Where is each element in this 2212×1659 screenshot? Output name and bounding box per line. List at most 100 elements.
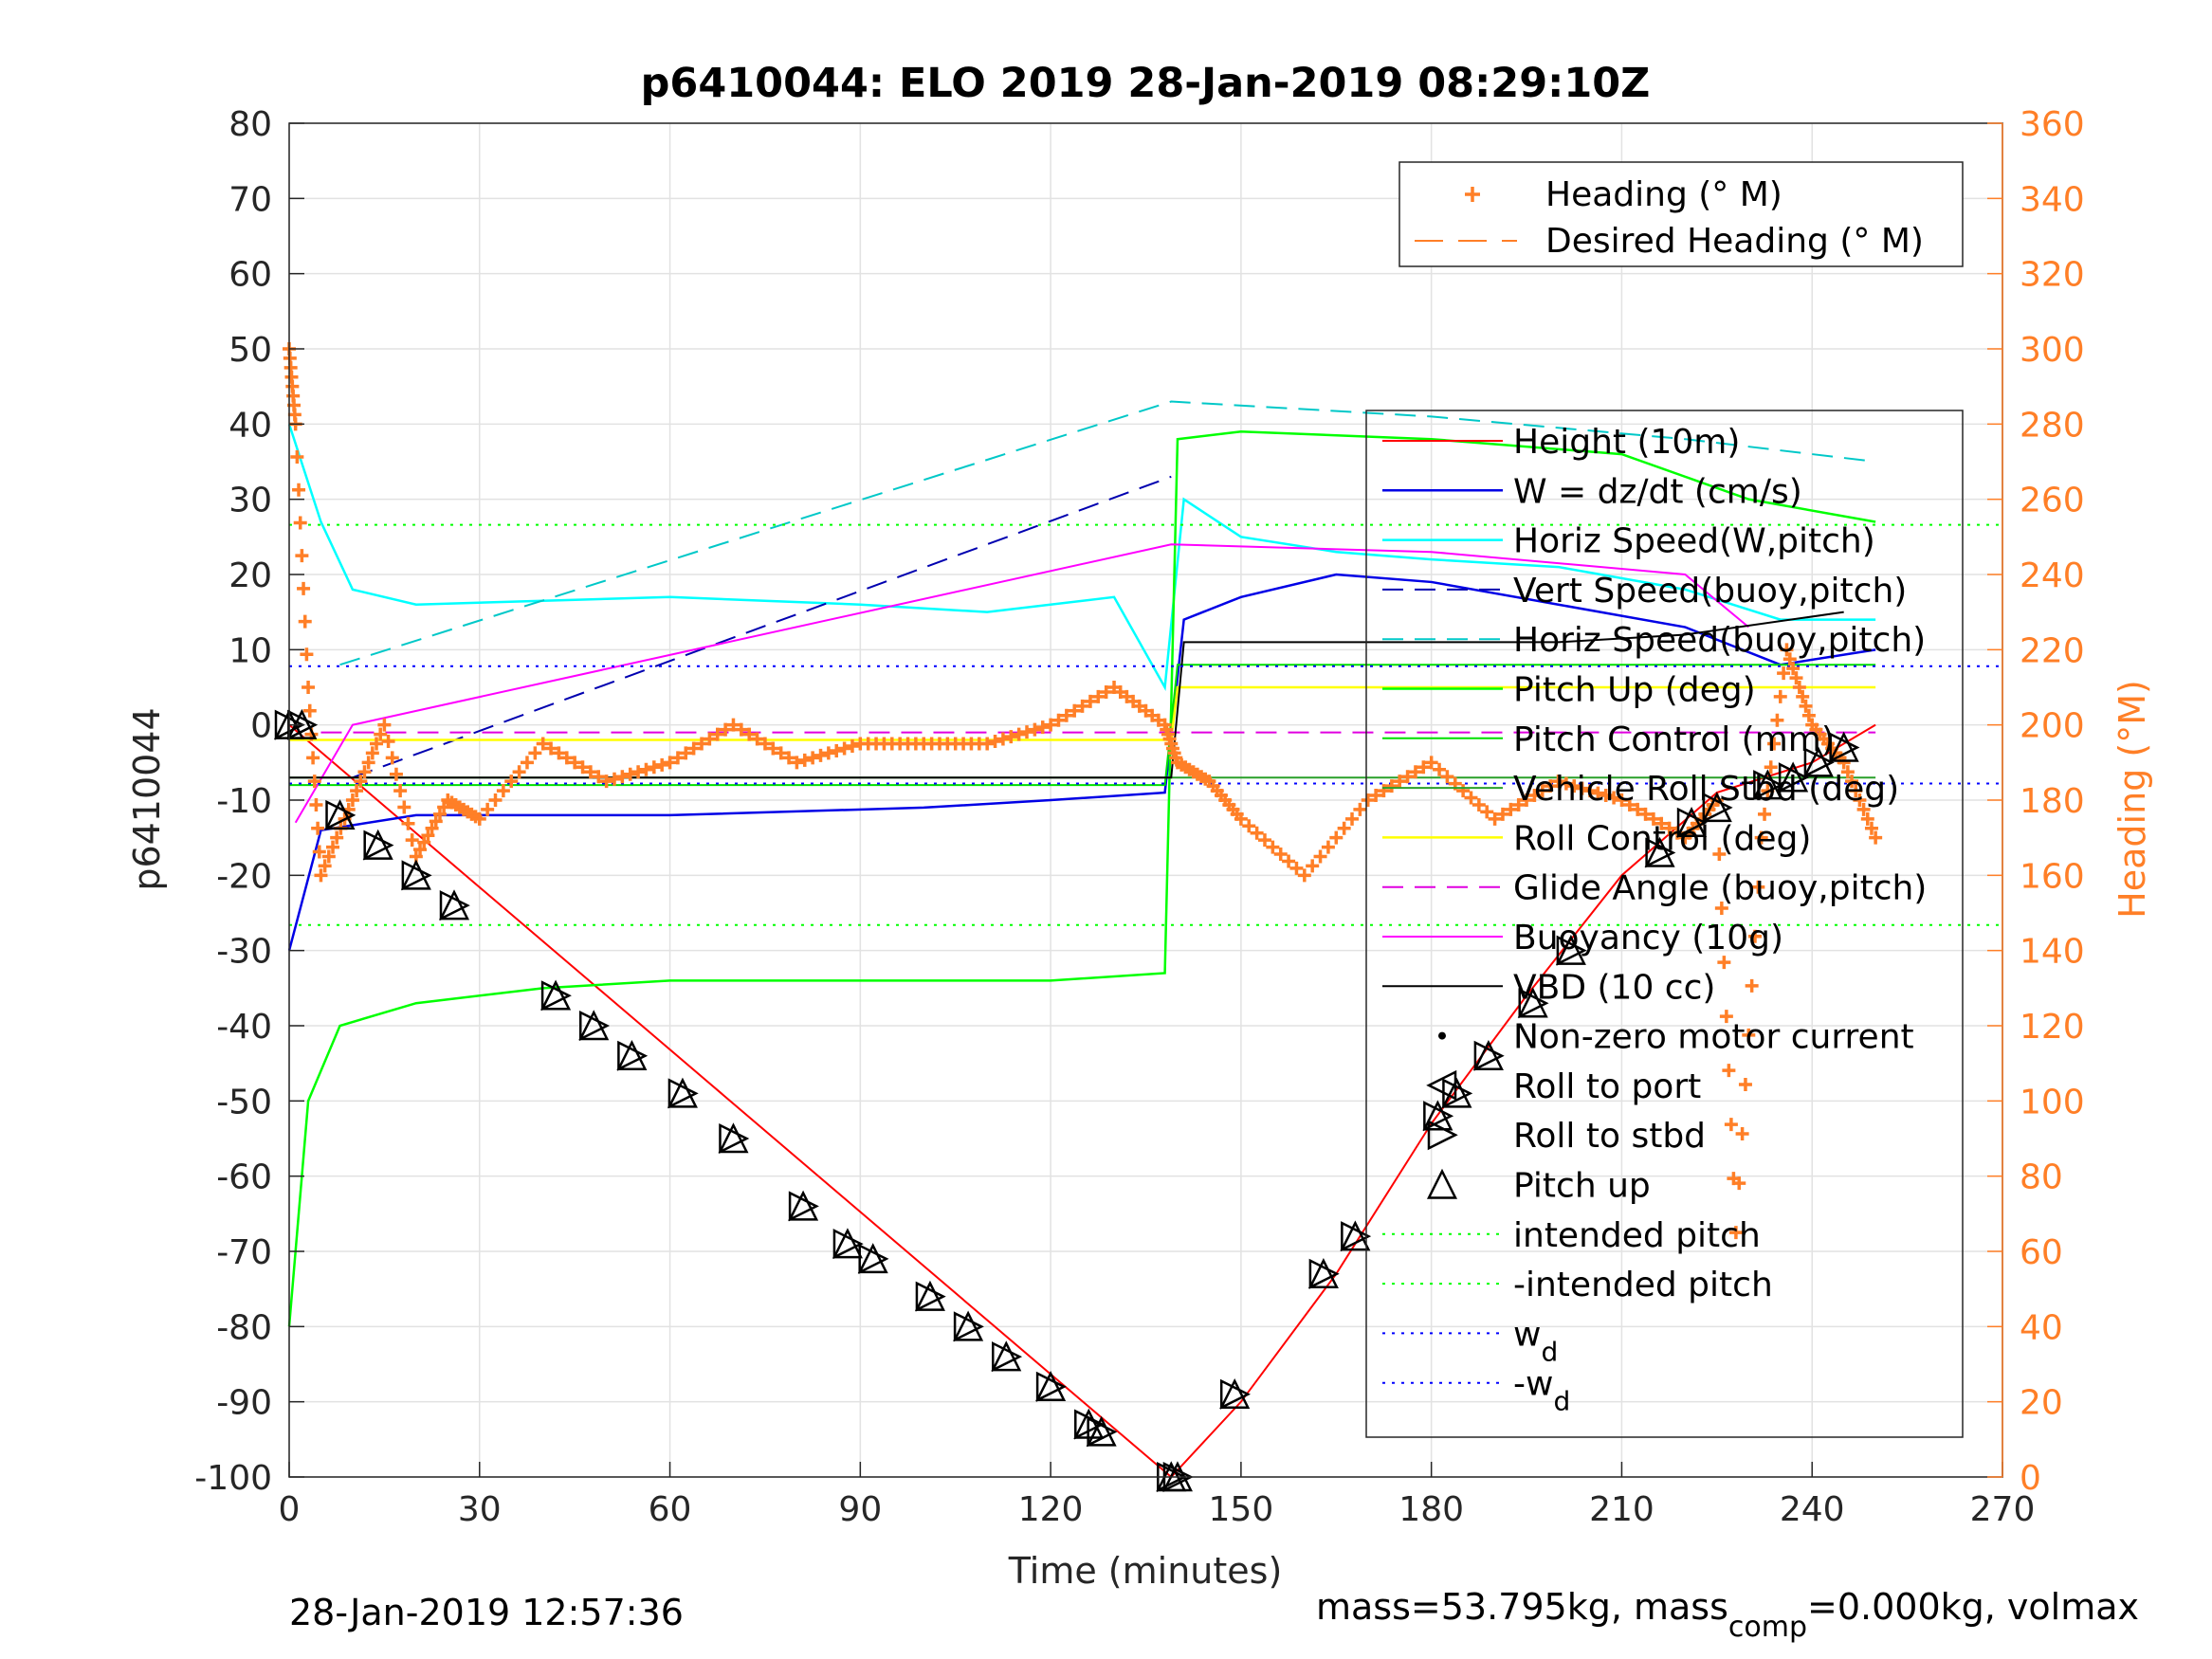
heading-marker: [1266, 840, 1280, 854]
heading-marker: [1622, 797, 1636, 811]
roll-stbd-marker: [1518, 988, 1549, 1019]
heading-marker: [1722, 1064, 1736, 1078]
series-vert-speed-buoy-pitch: [352, 475, 1172, 779]
roll-stbd-marker: [1556, 935, 1587, 966]
x-tick-label: 180: [1398, 1490, 1464, 1529]
heading-marker: [719, 722, 733, 737]
heading-marker: [350, 784, 364, 798]
y2-tick-label: 20: [2020, 1384, 2063, 1423]
heading-marker: [1856, 802, 1871, 816]
heading-marker: [679, 746, 693, 760]
heading-marker: [1480, 805, 1494, 819]
heading-marker: [1732, 1176, 1746, 1191]
heading-marker: [599, 775, 613, 789]
heading-marker: [814, 748, 828, 762]
heading-marker: [345, 793, 359, 807]
heading-marker: [1864, 821, 1878, 835]
legend-label-pitch-up-deg: Pitch Up (deg): [1513, 671, 1756, 710]
heading-marker: [432, 807, 447, 821]
roll-stbd-marker: [1702, 792, 1733, 823]
heading-marker: [1313, 849, 1327, 864]
footer-timestamp: 28-Jan-2019 12:57:36: [289, 1592, 684, 1633]
x-tick-label: 60: [649, 1490, 692, 1529]
y-tick-label: 30: [229, 482, 272, 520]
y-axis-label: p6410044: [126, 707, 168, 890]
legend-swatch-roll-port: [1426, 1069, 1457, 1101]
y-tick-label: 70: [229, 180, 272, 219]
heading-marker: [1607, 791, 1621, 805]
axis-ticks: 0 30 60 90 120 150 180 210 240 270 80 70 60 50 40 30 20 1…: [194, 105, 2084, 1529]
heading-marker: [512, 765, 526, 779]
heading-marker: [980, 737, 995, 751]
y2-axis-label: Heading (°M): [2111, 680, 2153, 919]
y-tick-label: 10: [229, 631, 272, 670]
y2-tick-label: 0: [2020, 1459, 2041, 1498]
legend-main: Height (10m) W = dz/dt (cm/s) Horiz Speed(…: [1365, 410, 1964, 1438]
series-w-dz-dt-cm-s: [287, 573, 1876, 951]
heading-marker: [1869, 830, 1883, 845]
heading-marker: [1472, 797, 1486, 811]
roll-stbd-marker: [617, 1040, 649, 1071]
heading-marker: [1393, 775, 1407, 789]
legend-label-w-dz-dt-cm-s: W = dz/dt (cm/s): [1513, 472, 1802, 511]
roll-stbd-marker: [439, 890, 470, 921]
heading-marker: [1591, 786, 1605, 800]
heading-marker: [302, 681, 316, 694]
heading-marker: [370, 737, 384, 751]
pitch-up-marker: [1828, 731, 1859, 762]
roll-stbd-marker: [915, 1281, 946, 1312]
heading-marker: [1044, 718, 1058, 732]
roll-stbd-marker: [578, 1010, 611, 1042]
heading-marker: [710, 727, 724, 741]
heading-marker: [381, 735, 395, 749]
heading-marker: [830, 743, 844, 757]
footer-mass-part1: mass=53.795kg, mass: [1316, 1586, 1728, 1628]
heading-marker: [1035, 720, 1050, 735]
heading-marker: [1059, 708, 1073, 722]
heading-marker: [1735, 1127, 1749, 1141]
heading-marker: [734, 722, 748, 737]
heading-marker: [1511, 797, 1526, 811]
legend-desired-heading-label: Desired Heading (° M): [1545, 222, 1924, 261]
heading-marker: [307, 775, 321, 789]
heading-marker: [1631, 802, 1645, 816]
heading-marker: [1845, 775, 1859, 789]
heading-marker: [504, 775, 519, 789]
heading-marker: [655, 757, 669, 772]
series-horiz-speed-w-pitch: [287, 423, 1876, 692]
heading-marker: [365, 746, 379, 760]
pitch-up-marker: [1422, 1100, 1453, 1131]
x-axis-label: Time (minutes): [1008, 1550, 1283, 1592]
heading-marker: [528, 746, 542, 760]
heading-marker: [1400, 770, 1415, 784]
heading-marker: [1767, 737, 1782, 751]
heading-marker: [292, 483, 306, 497]
pitch-up-marker: [914, 1280, 945, 1311]
legend-label-roll-to-port: Roll to port: [1513, 1067, 1701, 1106]
roll-stbd-marker: [1645, 837, 1676, 868]
legend-label-roll-to-stbd: Roll to stbd: [1513, 1117, 1706, 1156]
heading-marker: [1289, 861, 1304, 875]
heading-marker: [1020, 725, 1034, 739]
heading-marker: [1662, 821, 1676, 835]
legend-swatch-roll-stbd: [1427, 1120, 1458, 1151]
legend-subscript: d: [1541, 1336, 1558, 1367]
y2-tick-label: 40: [2020, 1308, 2063, 1347]
heading-marker: [536, 737, 550, 751]
x-tick-label: 90: [838, 1490, 882, 1529]
heading-marker: [1337, 821, 1351, 835]
heading-marker: [1527, 789, 1542, 803]
heading-marker: [1719, 1010, 1733, 1024]
heading-marker: [1068, 703, 1082, 718]
pitch-up-marker: [788, 1190, 819, 1221]
heading-marker: [790, 756, 804, 770]
roll-stbd-marker: [1423, 1101, 1454, 1132]
x-tick-label: 240: [1780, 1490, 1845, 1529]
y2-tick-label: 260: [2020, 482, 2085, 520]
heading-marker: [354, 775, 368, 789]
legend-label-pitch-up: Pitch up: [1513, 1167, 1651, 1206]
heading-marker: [1799, 699, 1813, 713]
roll-stbd-marker: [1753, 770, 1784, 801]
heading-marker: [1495, 807, 1509, 821]
heading-marker: [1758, 807, 1772, 821]
